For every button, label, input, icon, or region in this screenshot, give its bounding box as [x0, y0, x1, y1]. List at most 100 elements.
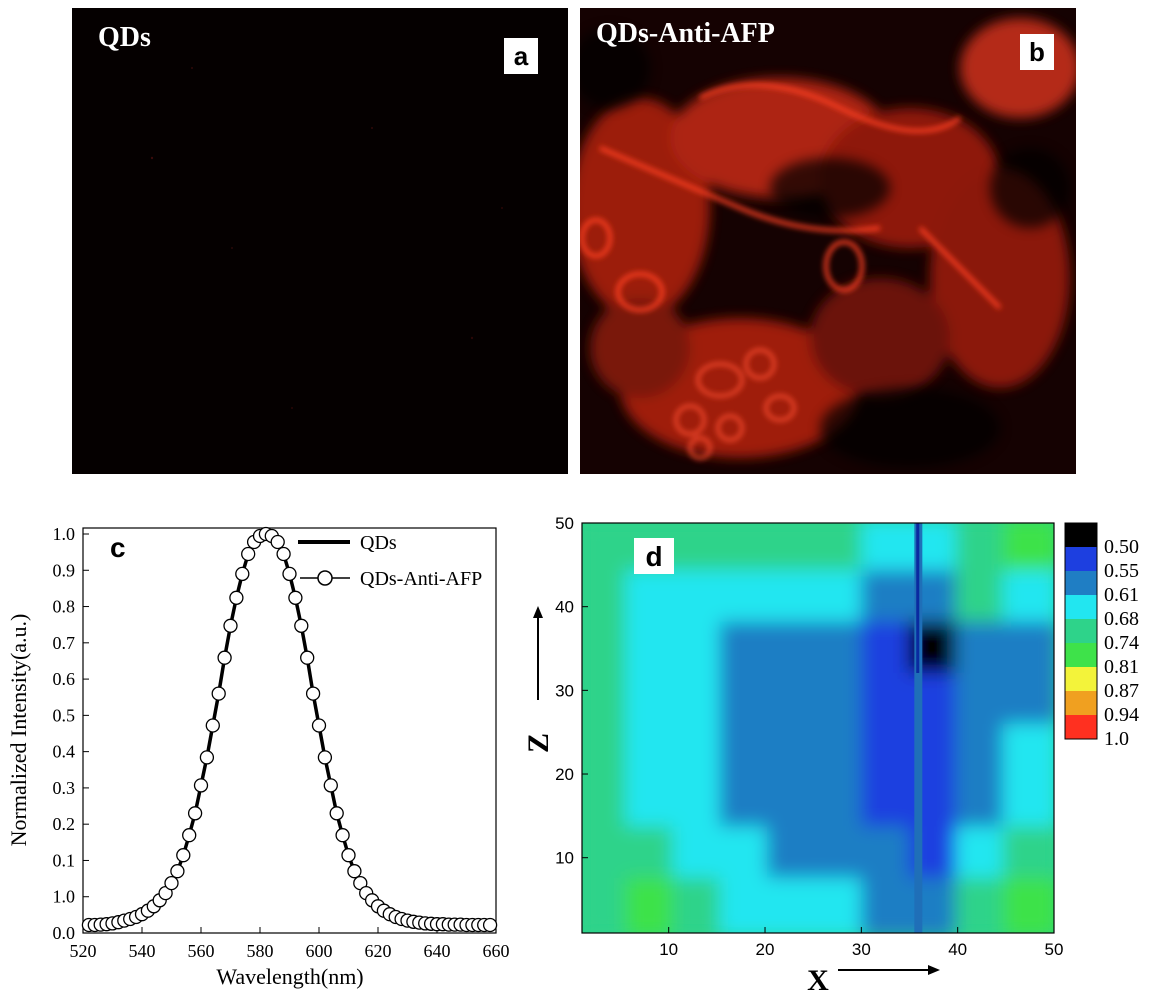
contour-cell: [582, 523, 634, 579]
series-qds-anti-afp-point: [382, 907, 397, 922]
colorbar-swatch: [1065, 523, 1097, 547]
series-qds-anti-afp-point: [418, 916, 433, 931]
y-tick-label: 0.8: [53, 597, 76, 617]
contour-cell: [625, 621, 681, 681]
series-qds-anti-afp-point: [482, 917, 498, 933]
contour-cell: [719, 523, 775, 579]
series-qds-anti-afp-point: [471, 917, 486, 933]
contour-cell: [1002, 523, 1054, 579]
y-tick-label: 0.5: [53, 705, 76, 725]
contour-cell: [766, 570, 822, 630]
contour-field: [582, 523, 1054, 933]
colorbar-swatch: [1065, 691, 1097, 715]
panel-a-title: QDs: [98, 22, 151, 53]
series-qds-anti-afp-point: [123, 911, 138, 927]
contour-cell: [766, 621, 822, 681]
y-tick-label: 0.4: [53, 742, 76, 762]
contour-panel-letter: d: [645, 541, 662, 572]
contour-cell: [908, 570, 964, 630]
series-qds-anti-afp-point: [187, 806, 203, 821]
colorbar-label: 0.50: [1104, 536, 1139, 558]
legend-qds-label: QDs: [360, 532, 397, 554]
contour-cell: [1002, 672, 1054, 732]
x-tick-label: 640: [424, 941, 451, 961]
series-qds-anti-afp-point: [359, 885, 374, 901]
series-qds-anti-afp-point: [99, 917, 114, 932]
contour-cell: [814, 775, 870, 835]
series-qds-anti-afp-point: [205, 718, 220, 733]
contour-cell: [955, 621, 1011, 681]
panel-a-speckle: [150, 67, 503, 409]
contour-cell: [955, 523, 1011, 579]
series-qds-anti-afp-point: [335, 828, 350, 843]
contour-cell: [908, 877, 964, 933]
contour-cell: [625, 724, 681, 784]
contour-cell: [814, 826, 870, 886]
panel-b-image: QDs-Anti-AFP b: [580, 8, 1076, 474]
panel-a-image: QDs a: [72, 8, 568, 474]
y-tick-label: 0.2: [53, 814, 76, 834]
x-tick-label: 50: [1045, 940, 1064, 959]
series-qds-anti-afp-point: [406, 914, 421, 929]
x-tick-label: 580: [247, 941, 274, 961]
contour-cell: [625, 775, 681, 835]
series-qds-anti-afp-point: [317, 750, 333, 765]
series-qds-anti-afp-point: [459, 917, 474, 933]
contour-cell: [861, 621, 917, 681]
y-tick-label: 0.1: [53, 850, 76, 870]
y-tick-label: 0.6: [53, 669, 76, 689]
contour-cell: [1002, 826, 1054, 886]
y-tick-label: 1.0: [53, 887, 76, 907]
contour-cell: [1002, 724, 1054, 784]
contour-cell: [955, 826, 1011, 886]
series-qds-anti-afp-point: [229, 590, 244, 605]
contour-cell: [766, 877, 822, 933]
contour-cell: [672, 724, 728, 784]
series-qds-anti-afp-point: [400, 913, 415, 928]
series-qds-anti-afp-point: [164, 875, 179, 891]
colorbar-label: 1.0: [1104, 728, 1129, 750]
panel-b-letter: b: [1020, 34, 1054, 70]
series-qds-anti-afp-point: [217, 650, 232, 665]
series-qds-anti-afp-point: [429, 917, 445, 932]
series-qds-anti-afp-point: [193, 778, 209, 793]
y-tick-label: 40: [555, 598, 574, 617]
colorbar-label: 0.74: [1104, 632, 1139, 654]
contour-cell: [955, 877, 1011, 933]
contour-cell: [672, 826, 728, 886]
contour-cell: [672, 523, 728, 579]
series-qds-anti-afp-point: [258, 526, 274, 542]
series-qds-anti-afp-point: [453, 917, 468, 932]
colorbar-label: 0.81: [1104, 656, 1139, 678]
series-qds-anti-afp-point: [246, 534, 262, 550]
x-tick-label: 660: [483, 941, 510, 961]
x-tick-label: 560: [188, 941, 215, 961]
x-axis-arrow: [838, 965, 940, 975]
x-tick-label: 520: [70, 941, 97, 961]
series-qds-anti-afp-point: [447, 917, 462, 932]
series-qds-anti-afp-point: [93, 917, 108, 932]
contour-cell: [908, 672, 964, 732]
series-qds-anti-afp-point: [176, 848, 191, 863]
contour-cell: [1002, 570, 1054, 630]
series-qds-anti-afp-point: [388, 909, 403, 925]
series-qds-anti-afp-point: [394, 911, 409, 927]
contour-cell: [672, 570, 728, 630]
series-qds-anti-afp-point: [347, 864, 362, 879]
series-qds-anti-afp-point: [341, 848, 356, 863]
x-tick-label: 30: [852, 940, 871, 959]
contour-streak-core: [916, 523, 920, 673]
colorbar-swatch: [1065, 595, 1097, 619]
contour-xlabel: X: [807, 964, 829, 996]
series-qds-anti-afp-point: [412, 915, 427, 930]
contour-cell: [582, 877, 634, 933]
panel-b-title: QDs-Anti-AFP: [596, 18, 775, 49]
contour-cell: [719, 621, 775, 681]
contour-cell: [582, 826, 634, 886]
y-tick-label: 0.0: [53, 923, 76, 943]
contour-cell: [861, 826, 917, 886]
contour-cell: [814, 570, 870, 630]
contour-cell: [955, 724, 1011, 784]
x-tick-label: 40: [948, 940, 967, 959]
series-qds-anti-afp-point: [465, 917, 480, 933]
